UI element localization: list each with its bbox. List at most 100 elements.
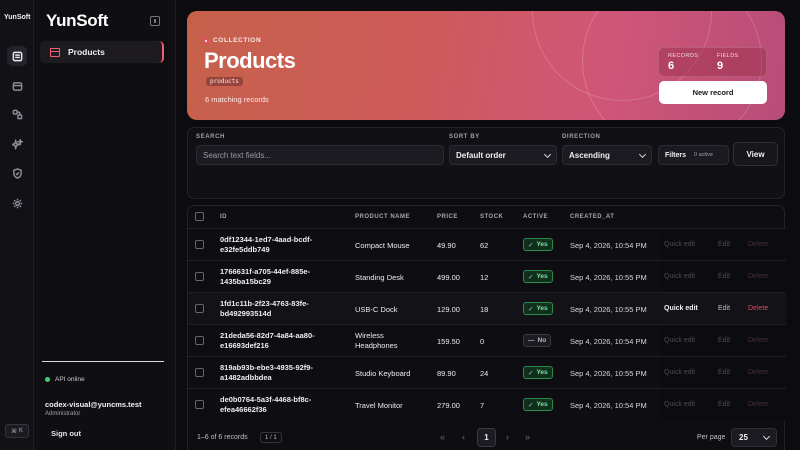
per-page-select[interactable]: 25 — [731, 428, 777, 447]
created-at: Sep 4, 2026, 10:55 PM — [570, 305, 647, 314]
current-page-button[interactable]: 1 — [477, 428, 496, 447]
record-id[interactable]: 21deda56-82d7-4a84-aa80- e16693def216 — [220, 331, 335, 351]
record-id[interactable]: 0df12344-1ed7-4aad-bcdf-e32fe5ddb749 — [220, 235, 335, 255]
check-icon: ✓ — [528, 401, 534, 409]
direction-select[interactable]: Ascending — [562, 145, 652, 165]
column-header-created-at[interactable]: CREATED_AT — [570, 214, 615, 220]
decorative-ring — [582, 11, 762, 120]
records-stat-value: 6 — [668, 60, 675, 72]
delete-button[interactable]: Delete — [748, 401, 769, 408]
delete-button[interactable]: Delete — [748, 369, 769, 376]
rail-relations-icon[interactable] — [7, 104, 27, 124]
first-page-icon[interactable]: « — [440, 432, 446, 442]
row-checkbox[interactable] — [195, 240, 204, 249]
edit-button[interactable]: Edit — [718, 273, 731, 280]
record-id[interactable]: 1766631f-a705-44ef-885e- 1435ba15bc29 — [220, 267, 335, 287]
edit-button[interactable]: Edit — [718, 241, 731, 248]
sign-out-button[interactable]: Sign out — [51, 429, 81, 438]
rail-shield-icon[interactable] — [7, 163, 27, 183]
record-id-line: e16693def216 — [220, 341, 269, 350]
table-row[interactable]: 819ab93b-ebe3-4935-92f9- a1482adbbdea Stud… — [188, 356, 786, 389]
quick-edit-button[interactable]: Quick edit — [664, 369, 696, 376]
table-row[interactable]: de0b0764-5a3f-4468-bf8c-efea46662f36 Trav… — [188, 388, 786, 421]
record-id-line: 0df12344-1ed7-4aad-bcdf- — [220, 235, 313, 244]
active-badge-label: Yes — [536, 241, 548, 248]
collection-tag-label: COLLECTION — [213, 37, 262, 44]
edit-button[interactable]: Edit — [718, 369, 731, 376]
product-price: 89.90 — [437, 369, 456, 378]
column-header-product-name[interactable]: PRODUCT NAME — [355, 214, 410, 220]
quick-edit-button[interactable]: Quick edit — [664, 241, 696, 248]
table-row[interactable]: 1766631f-a705-44ef-885e- 1435ba15bc29 Stan… — [188, 260, 786, 293]
delete-button[interactable]: Delete — [748, 337, 769, 344]
quick-edit-button[interactable]: Quick edit — [664, 337, 696, 344]
column-header-price[interactable]: PRICE — [437, 214, 458, 220]
collapse-sidebar-icon[interactable] — [150, 16, 160, 26]
created-at: Sep 4, 2026, 10:55 PM — [570, 369, 647, 378]
row-checkbox[interactable] — [195, 272, 204, 281]
row-actions-area — [661, 229, 786, 261]
page-title: Products — [204, 48, 296, 73]
collection-header: COLLECTION Products products 6 matching … — [187, 11, 785, 120]
new-record-button[interactable]: New record — [659, 81, 767, 104]
per-page-value: 25 — [739, 433, 748, 442]
sidebar-item-products[interactable]: Products — [40, 41, 164, 63]
created-at: Sep 4, 2026, 10:54 PM — [570, 337, 647, 346]
column-header-id[interactable]: ID — [220, 214, 227, 220]
row-checkbox[interactable] — [195, 336, 204, 345]
quick-edit-button[interactable]: Quick edit — [664, 273, 696, 280]
edit-button[interactable]: Edit — [718, 337, 731, 344]
table-row[interactable]: 0df12344-1ed7-4aad-bcdf-e32fe5ddb749 Comp… — [188, 228, 786, 261]
product-name: Compact Mouse — [355, 241, 425, 251]
column-header-active[interactable]: ACTIVE — [523, 214, 549, 220]
quick-edit-button[interactable]: Quick edit — [664, 305, 698, 312]
record-id-line: 1fd1c11b-2f23-4763-83fe- — [220, 299, 309, 308]
command-palette-shortcut[interactable]: ⌘ K — [5, 424, 29, 438]
fields-stat: FIELDS 9 — [717, 53, 739, 72]
sort-select[interactable]: Default order — [449, 145, 557, 165]
view-button[interactable]: View — [733, 142, 778, 166]
product-name-line: Wireless — [355, 331, 384, 340]
sidebar-divider — [42, 361, 164, 362]
product-name-line: Headphones — [355, 341, 398, 350]
rail-gear-icon[interactable] — [7, 193, 27, 213]
table-row[interactable]: 21deda56-82d7-4a84-aa80- e16693def216 Wire… — [188, 324, 786, 357]
chevron-down-icon — [762, 432, 771, 441]
next-page-icon[interactable]: › — [506, 432, 509, 442]
table-footer: 1–6 of 6 records 1 / 1 « ‹ 1 › » Per pag… — [188, 427, 786, 450]
rail-sparkle-icon[interactable] — [7, 134, 27, 154]
chevron-down-icon — [638, 150, 647, 159]
product-stock: 62 — [480, 241, 489, 250]
product-price: 499.00 — [437, 273, 460, 282]
column-header-stock[interactable]: STOCK — [480, 214, 504, 220]
edit-button[interactable]: Edit — [718, 305, 731, 312]
delete-button[interactable]: Delete — [748, 241, 769, 248]
product-name-line: Standing Desk — [355, 273, 404, 282]
record-id[interactable]: 1fd1c11b-2f23-4763-83fe-bd492993514d — [220, 299, 335, 319]
search-input[interactable]: Search text fields... — [196, 145, 444, 165]
rail-collections-icon[interactable] — [7, 46, 27, 66]
collection-stats: RECORDS 6 FIELDS 9 — [658, 47, 767, 77]
row-checkbox[interactable] — [195, 400, 204, 409]
filters-button[interactable]: Filters 0 active — [658, 145, 729, 165]
quick-edit-button[interactable]: Quick edit — [664, 401, 696, 408]
row-checkbox[interactable] — [195, 368, 204, 377]
table-row[interactable]: 1fd1c11b-2f23-4763-83fe-bd492993514d USB-… — [188, 292, 786, 325]
rail-inbox-icon[interactable] — [7, 76, 27, 96]
last-page-icon[interactable]: » — [525, 432, 531, 442]
product-name: USB-C Dock — [355, 305, 425, 315]
delete-button[interactable]: Delete — [748, 273, 769, 280]
select-all-checkbox[interactable] — [195, 212, 204, 221]
active-badge: — No — [523, 334, 552, 347]
record-id[interactable]: 819ab93b-ebe3-4935-92f9- a1482adbbdea — [220, 363, 335, 383]
record-id[interactable]: de0b0764-5a3f-4468-bf8c-efea46662f36 — [220, 395, 335, 415]
active-badge-label: Yes — [536, 401, 548, 408]
row-checkbox[interactable] — [195, 304, 204, 313]
delete-button[interactable]: Delete — [748, 305, 769, 312]
matching-count: 6 matching records — [205, 95, 269, 104]
previous-page-icon[interactable]: ‹ — [462, 432, 465, 442]
product-stock: 12 — [480, 273, 489, 282]
edit-button[interactable]: Edit — [718, 401, 731, 408]
check-icon: ✓ — [528, 273, 534, 281]
collection-slug: products — [206, 77, 243, 86]
